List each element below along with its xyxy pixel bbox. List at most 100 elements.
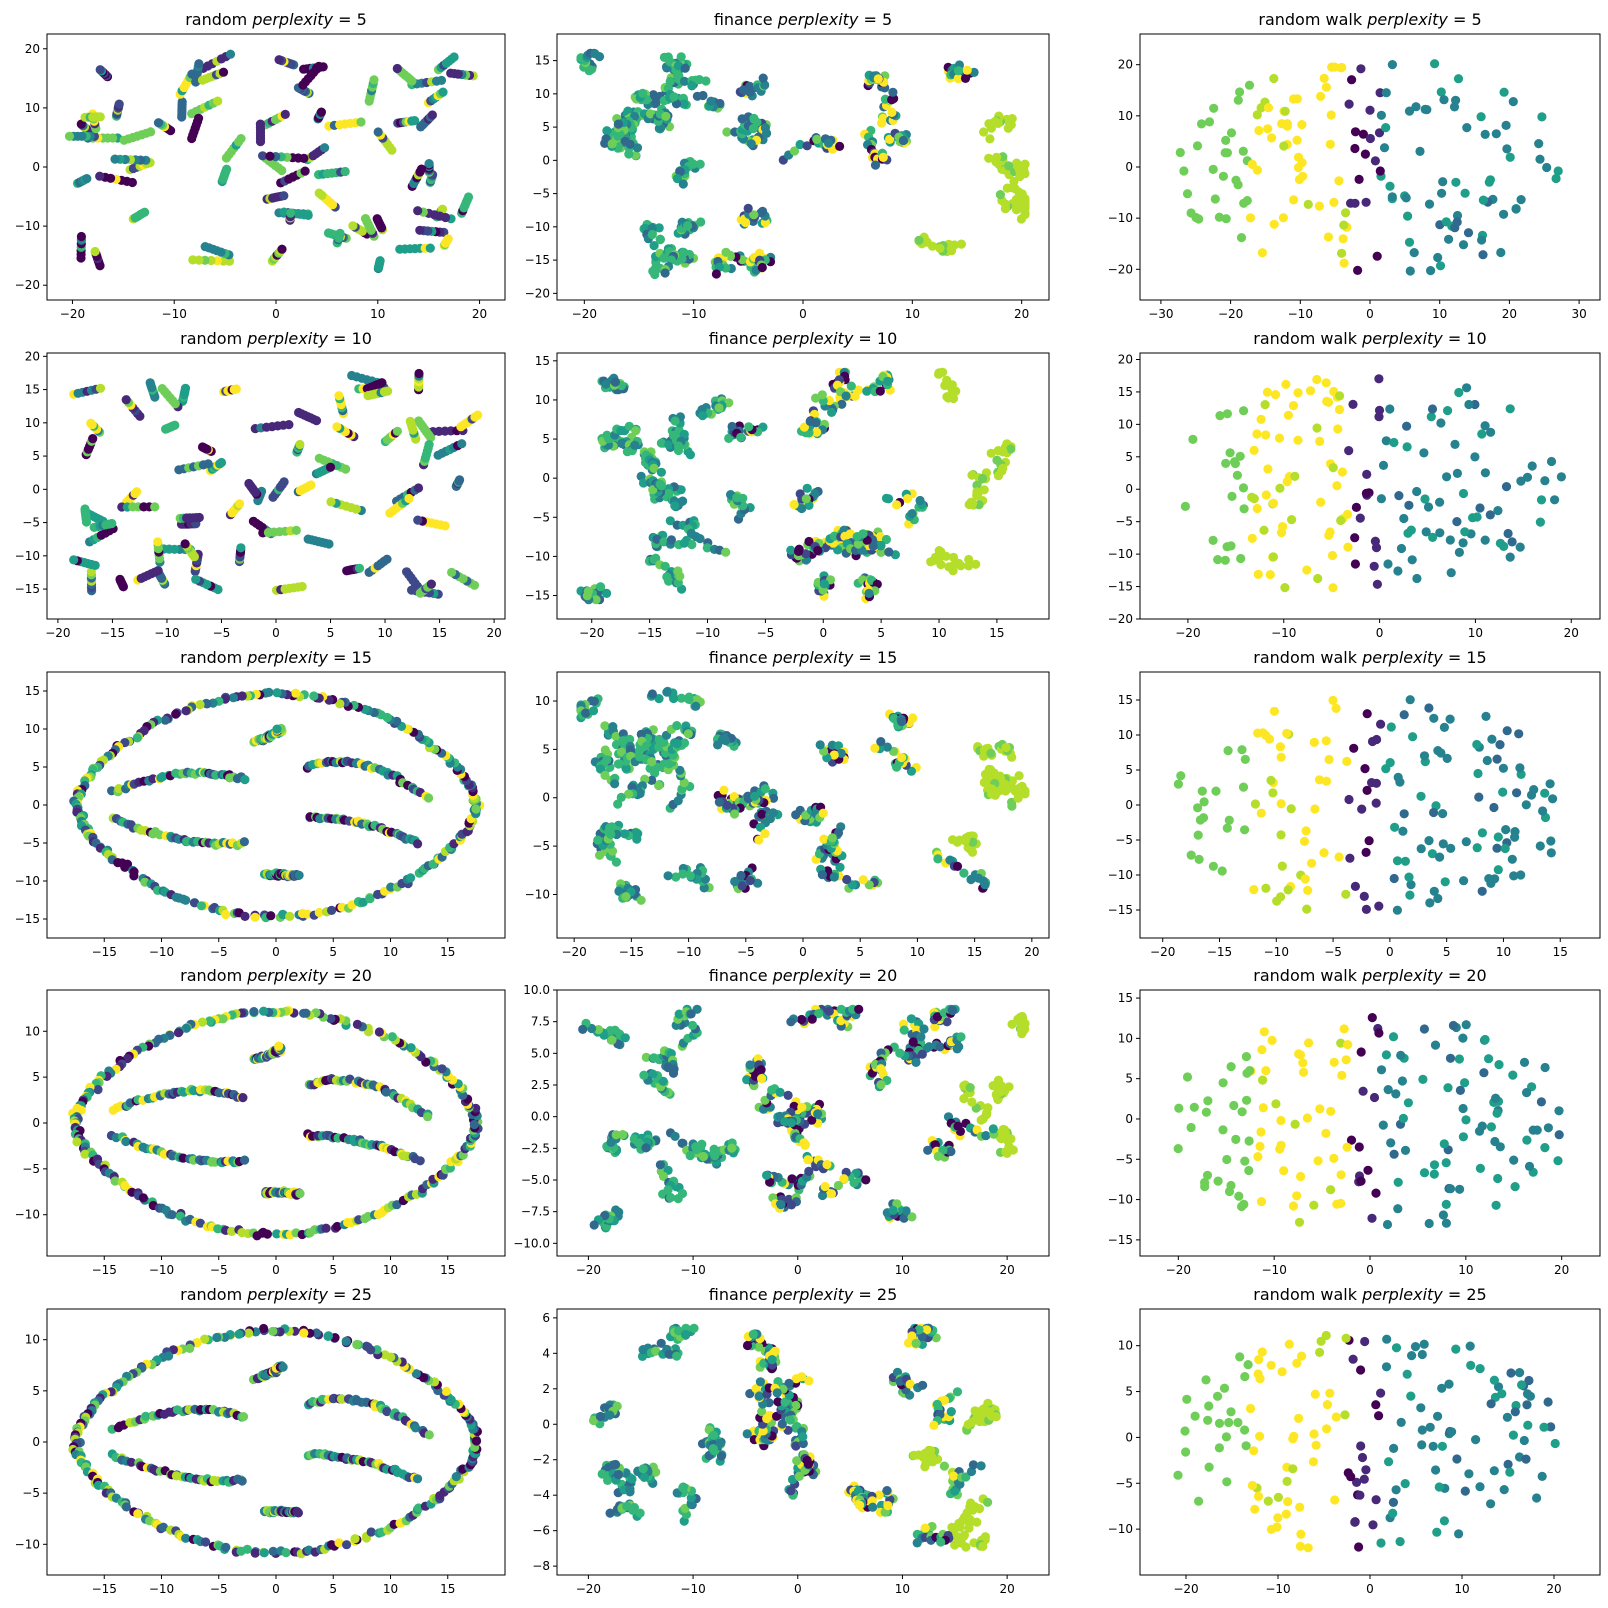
scatter-point [297,581,307,592]
scatter-point [1458,538,1468,548]
scatter-point [991,157,1001,167]
scatter-point [1220,555,1230,565]
scatter-point [392,426,402,436]
scatter-point [775,1087,785,1097]
scatter-point [173,1028,184,1038]
scatter-point [663,871,673,881]
scatter-points [69,687,485,923]
scatter-point [1321,736,1331,746]
scatter-point [1341,208,1351,218]
x-tick-label: 10 [377,626,392,640]
scatter-point [1256,103,1266,113]
scatter-point [1534,139,1544,149]
scatter-point [146,127,156,137]
scatter-point [1374,901,1384,911]
y-tick-label: 5 [1125,763,1133,777]
scatter-point [1361,904,1371,915]
scatter-point [952,861,963,872]
scatter-point [1515,763,1525,773]
scatter-point [1509,871,1519,881]
scatter-point [274,55,284,65]
x-tick-label: −20 [572,307,597,321]
scatter-point [995,190,1006,200]
scatter-point [736,432,746,442]
subplot-title: random walk perplexity = 10 [1253,329,1486,348]
scatter-point [1269,73,1279,84]
y-tick-label: −10 [1108,211,1133,225]
scatter-point [1280,583,1290,593]
scatter-point [1540,788,1550,798]
scatter-point [90,246,100,257]
y-tick-label: 5 [32,760,40,774]
scatter-point [1194,854,1204,865]
scatter-point [1482,755,1492,766]
scatter-point [1329,197,1339,207]
scatter-point [1376,494,1386,504]
scatter-point [632,143,643,153]
scatter-point [424,793,434,803]
scatter-point [1436,418,1446,428]
scatter-point [1452,517,1462,527]
plot-frame [46,671,506,939]
scatter-point [670,501,680,511]
scatter-point [892,500,902,510]
scatter-point [1274,433,1285,443]
x-tick-label: −20 [1150,945,1175,959]
scatter-point [1475,503,1485,513]
scatter-point [1381,123,1391,133]
scatter-point [1268,788,1278,798]
scatter-point [291,688,301,698]
scatter-point [1365,133,1375,144]
scatter-point [1404,106,1415,116]
scatter-point [1337,467,1347,477]
scatter-point [1283,410,1293,420]
scatter-point [194,512,204,523]
scatter-point [443,234,453,244]
scatter-point [647,757,657,767]
scatter-point [437,204,448,214]
scatter-point [374,1027,384,1037]
scatter-point [95,171,105,181]
scatter-point [1223,746,1233,756]
scatter-point [279,191,289,201]
scatter-point [1514,729,1524,739]
scatter-point [647,689,658,699]
x-tick-label: 20 [1014,307,1029,321]
scatter-point [797,1102,807,1112]
scatter-point [1305,386,1316,396]
y-tick-label: 10 [1118,728,1133,742]
subplot-2: finance perplexity = 5−20 −10 0 10 20−20−15−… [525,10,1050,321]
scatter-point [1339,258,1349,268]
scatter-point [1378,460,1389,470]
scatter-point [1278,522,1288,532]
scatter-point [812,134,822,144]
y-tick-label: −15 [525,253,550,267]
scatter-point [789,146,800,156]
y-tick-label: 5 [1125,450,1133,464]
scatter-point [1270,390,1281,400]
scatter-point [285,911,295,922]
scatter-point [1293,435,1303,445]
scatter-point [1369,561,1379,571]
scatter-point [153,118,164,128]
scatter-point [88,434,98,444]
scatter-point [407,585,417,595]
scatter-point [897,717,907,727]
scatter-point [1365,105,1375,115]
scatter-point [76,119,86,129]
scatter-point [884,547,894,557]
scatter-point [908,1037,918,1047]
scatter-point [455,475,465,485]
x-tick-label: −10 [154,626,179,640]
y-tick-label: −5 [22,836,40,850]
scatter-point [406,873,416,883]
x-tick-label: 0 [272,1263,280,1277]
scatter-point [1535,841,1545,851]
scatter-point [377,378,387,388]
scatter-point [1477,886,1487,896]
scatter-point [295,1189,305,1199]
scatter-point [1016,789,1026,800]
scatter-point [1452,217,1462,227]
scatter-point [1335,391,1345,401]
